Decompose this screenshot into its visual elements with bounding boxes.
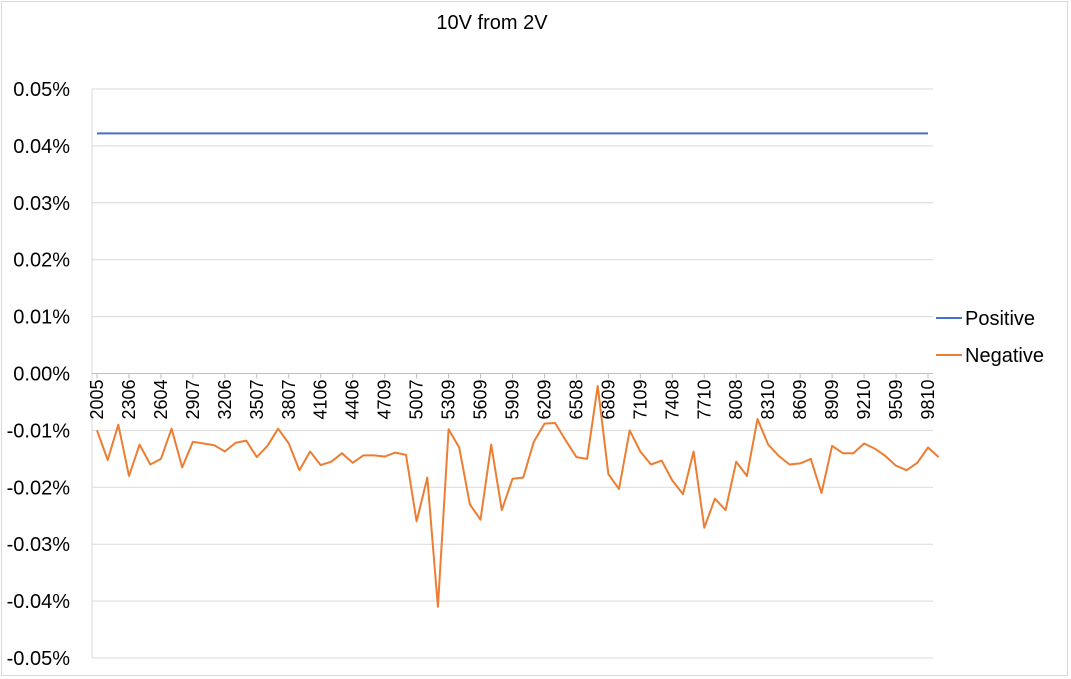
- x-tick-label: 8909: [822, 380, 842, 420]
- x-tick-label: 5609: [471, 380, 491, 420]
- legend-label: Negative: [965, 345, 1044, 367]
- x-tick-label: 7710: [694, 380, 714, 420]
- legend: Positive Negative: [936, 308, 1044, 367]
- y-tick-label: 0.01%: [13, 307, 70, 329]
- series-lines: [96, 132, 940, 608]
- x-axis: 2005 2306 2604 2907 3206 3507 3807 4106 4406 4709…: [87, 373, 938, 420]
- x-tick-label: 5309: [439, 380, 459, 420]
- x-tick-label: 3507: [247, 380, 267, 420]
- x-tick-label: 9509: [886, 380, 906, 420]
- x-tick-label: 7109: [630, 380, 650, 420]
- y-tick-label: -0.04%: [7, 591, 71, 613]
- x-tick-label: 9210: [854, 380, 874, 420]
- x-tick-label: 5007: [407, 380, 427, 420]
- x-tick-label: 4709: [375, 380, 395, 420]
- x-tick-label: 8609: [790, 380, 810, 420]
- x-tick-label: 7408: [662, 380, 682, 420]
- x-tick-label: 4406: [343, 380, 363, 420]
- y-tick-label: 0.05%: [13, 79, 70, 101]
- x-tick-label: 3807: [279, 380, 299, 420]
- x-tick-label: 6809: [598, 380, 618, 420]
- y-tick-label: 0.02%: [13, 250, 70, 272]
- x-tick-label: 6508: [566, 380, 586, 420]
- y-tick-label: -0.03%: [7, 534, 71, 556]
- y-axis-ticks: 0.05% 0.04% 0.03% 0.02% 0.01% 0.00% -0.01% -0.0…: [7, 79, 71, 670]
- x-tick-label: 5909: [503, 380, 523, 420]
- x-tick-label: 2005: [87, 380, 107, 420]
- y-tick-label: 0.03%: [13, 193, 70, 215]
- x-tick-label: 8310: [758, 380, 778, 420]
- x-tick-label: 6209: [534, 380, 554, 420]
- x-tick-label: 4106: [311, 380, 331, 420]
- chart-title: 10V from 2V: [436, 12, 548, 34]
- x-tick-label: 2907: [183, 380, 203, 420]
- x-tick-label: 2306: [119, 380, 139, 420]
- y-tick-label: -0.02%: [7, 477, 71, 499]
- x-tick-label: 8008: [726, 380, 746, 420]
- y-tick-label: 0.00%: [13, 364, 70, 386]
- x-tick-label: 3206: [215, 380, 235, 420]
- y-tick-label: -0.05%: [7, 648, 71, 670]
- series-line-negative: [96, 385, 940, 608]
- legend-label: Positive: [965, 308, 1035, 330]
- y-tick-label: 0.04%: [13, 136, 70, 158]
- y-tick-label: -0.01%: [7, 420, 71, 442]
- x-tick-label: 2604: [151, 380, 171, 420]
- x-tick-label: 9810: [918, 380, 938, 420]
